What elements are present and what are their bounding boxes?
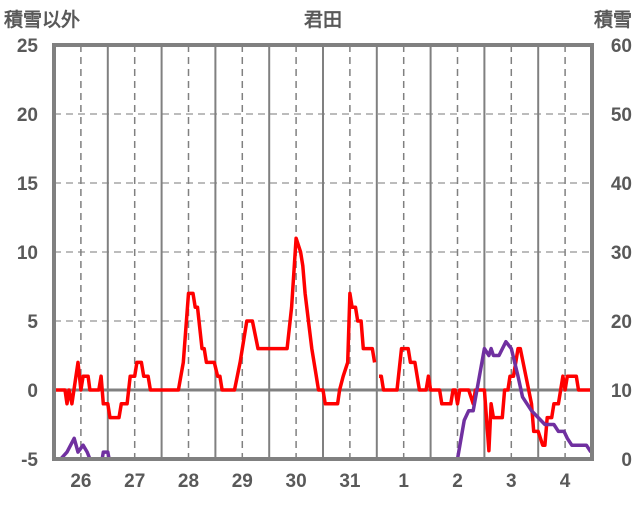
right-tick-label: 50: [611, 105, 632, 126]
right-axis-title: 積雪: [594, 8, 632, 31]
left-tick-label: 10: [17, 243, 38, 264]
left-tick-label: 0: [27, 381, 38, 402]
left-tick-label: 20: [17, 105, 38, 126]
x-tick-label: 30: [286, 471, 307, 492]
right-tick-label: 30: [611, 243, 632, 264]
x-tick-label: 4: [560, 471, 571, 492]
series-line-other: [54, 236, 592, 453]
x-tick-label: 31: [339, 471, 361, 492]
right-tick-label: 40: [611, 174, 632, 195]
plot-frame: [52, 43, 594, 461]
left-tick-label: -5: [21, 450, 38, 471]
x-tick-label: 26: [70, 471, 91, 492]
right-tick-label: 0: [621, 450, 632, 471]
right-tick-label: 10: [611, 381, 632, 402]
x-tick-label: 1: [398, 471, 409, 492]
series-lines: [54, 236, 593, 461]
right-tick-label: 20: [611, 312, 632, 333]
x-tick-label: 3: [506, 471, 517, 492]
chart-title: 君田: [304, 9, 342, 31]
left-tick-label: 5: [27, 312, 38, 333]
left-axis-title: 積雪以外: [4, 8, 80, 31]
x-tick-label: 29: [232, 471, 253, 492]
series-line-snow-depth: [54, 339, 593, 461]
x-tick-label: 28: [178, 471, 199, 492]
left-tick-label: 15: [17, 174, 39, 195]
x-tick-label: 2: [452, 471, 463, 492]
x-tick-label: 27: [124, 471, 145, 492]
left-tick-label: 25: [17, 36, 39, 57]
right-tick-label: 60: [611, 36, 632, 57]
